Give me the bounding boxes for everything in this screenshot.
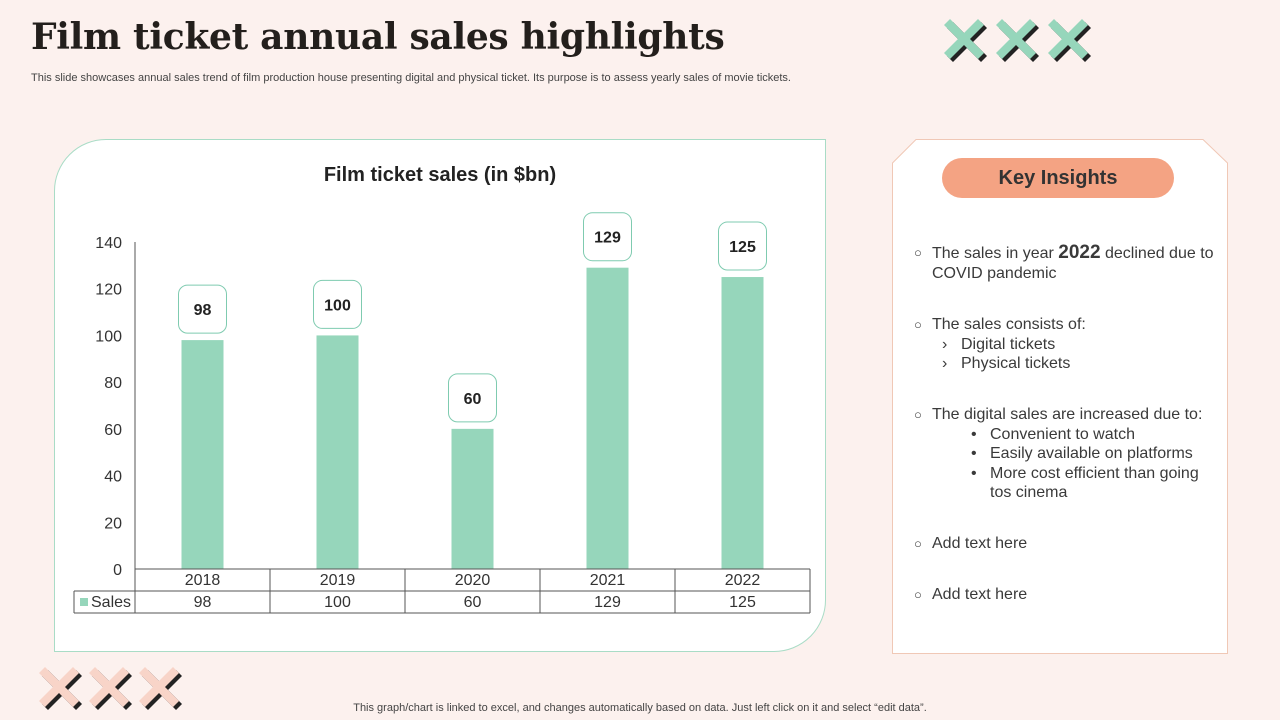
data-label-box xyxy=(313,279,362,329)
key-insights-heading: Key Insights xyxy=(942,158,1174,198)
y-tick-label: 120 xyxy=(95,282,122,299)
bullet-icon: • xyxy=(971,425,977,443)
insights-frame xyxy=(892,139,1228,654)
chevron-right-icon: › xyxy=(942,335,948,353)
table-value: 60 xyxy=(464,594,482,611)
y-tick-label: 20 xyxy=(104,515,122,532)
bullet-icon: • xyxy=(971,464,977,482)
page-subtitle: This slide showcases annual sales trend … xyxy=(31,72,791,84)
insight-4-text: Add text here xyxy=(932,535,1028,552)
bullet-icon: • xyxy=(971,445,977,462)
x-tick-label: 2020 xyxy=(455,572,491,589)
legend-swatch xyxy=(80,598,88,606)
insight-1-pre: The sales in year xyxy=(932,245,1059,262)
insight-2-text: The sales consists of: xyxy=(932,316,1086,333)
bar xyxy=(586,267,629,569)
y-tick-label: 100 xyxy=(95,328,122,345)
y-tick-label: 0 xyxy=(113,562,122,579)
insight-5-text: Add text here xyxy=(932,586,1028,603)
footer-note: This graph/chart is linked to excel, and… xyxy=(353,702,927,714)
insight-1-post: declined due to COVID pandemic xyxy=(932,245,1214,282)
bar xyxy=(721,277,764,569)
x-tick-label: 2022 xyxy=(725,572,761,589)
y-tick-label: 60 xyxy=(104,422,122,439)
x-tick-label: 2019 xyxy=(320,572,356,589)
data-label-box xyxy=(718,221,767,271)
insight-3-sub-3: More cost efficient than going tos cinem… xyxy=(990,464,1199,502)
cross-icon xyxy=(944,19,987,62)
bar xyxy=(181,340,224,569)
circle-bullet-icon: ○ xyxy=(914,317,922,332)
chart-card: Film ticket sales (in $bn) 0 20 40 60 80 100 1… xyxy=(54,139,826,652)
table-value: 100 xyxy=(324,594,351,611)
circle-bullet-icon: ○ xyxy=(914,245,922,260)
insight-item: ○ Add text here xyxy=(914,585,1214,605)
insight-3-sub-1: Convenient to watch xyxy=(990,425,1135,443)
table-value: 129 xyxy=(594,594,621,611)
circle-bullet-icon: ○ xyxy=(914,587,922,602)
decorative-cross-icons-top xyxy=(944,19,1091,62)
insight-2-sub-2: Physical tickets xyxy=(961,355,1071,372)
insight-3-text: The digital sales are increased due to: xyxy=(932,406,1203,423)
data-label: 98 xyxy=(194,302,212,319)
data-label-box xyxy=(448,373,497,423)
table-value: 98 xyxy=(194,594,212,611)
legend-label: Sales xyxy=(91,594,131,611)
cross-icon xyxy=(1048,19,1091,62)
y-tick-label: 80 xyxy=(104,375,122,392)
table-value: 125 xyxy=(729,594,756,611)
bar-chart: 0 20 40 60 80 100 120 140 98 100 60 129 125 2018 98 201… xyxy=(73,212,811,614)
circle-bullet-icon: ○ xyxy=(914,407,922,422)
data-label: 60 xyxy=(464,391,482,408)
data-label-box xyxy=(583,212,632,262)
insight-1-year: 2022 xyxy=(1058,242,1101,263)
x-tick-label: 2018 xyxy=(185,572,221,589)
bar xyxy=(316,335,359,569)
chart-title: Film ticket sales (in $bn) xyxy=(323,164,557,186)
data-label: 100 xyxy=(324,297,351,314)
insight-item: ○ Add text here xyxy=(914,534,1214,554)
key-insights-card: Key Insights ○ The sales in year 2022 de… xyxy=(892,139,1228,654)
insight-item: ○ The sales consists of: › Digital ticket… xyxy=(914,315,1214,374)
page-title: Film ticket annual sales highlights xyxy=(31,16,725,58)
cross-icon xyxy=(996,19,1039,62)
y-tick-label: 40 xyxy=(104,469,122,486)
insight-2-sub-1: Digital tickets xyxy=(961,335,1056,353)
insight-item: ○ The sales in year 2022 declined due to… xyxy=(914,243,1214,283)
circle-bullet-icon: ○ xyxy=(914,536,922,551)
y-tick-label: 140 xyxy=(95,235,122,252)
data-label: 129 xyxy=(594,230,621,247)
data-label-box xyxy=(178,284,227,334)
bar xyxy=(451,428,494,569)
insight-3-sub-2: Easily available on platforms xyxy=(990,445,1193,462)
insight-item: ○ The digital sales are increased due to… xyxy=(914,405,1214,503)
data-label: 125 xyxy=(729,239,756,256)
x-tick-label: 2021 xyxy=(590,572,626,589)
chevron-right-icon: › xyxy=(942,355,948,372)
